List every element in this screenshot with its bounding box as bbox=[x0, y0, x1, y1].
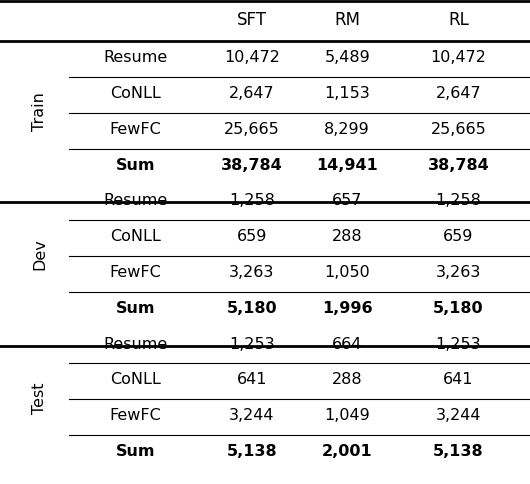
Text: CoNLL: CoNLL bbox=[110, 229, 161, 244]
Text: 1,253: 1,253 bbox=[436, 337, 481, 351]
Text: 641: 641 bbox=[236, 373, 267, 387]
Text: RM: RM bbox=[334, 11, 360, 29]
Text: 659: 659 bbox=[236, 229, 267, 244]
Text: 1,153: 1,153 bbox=[324, 86, 370, 101]
Text: 1,258: 1,258 bbox=[436, 194, 481, 208]
Text: 1,049: 1,049 bbox=[324, 408, 370, 423]
Text: 1,996: 1,996 bbox=[322, 301, 373, 316]
Text: RL: RL bbox=[448, 11, 469, 29]
Text: Sum: Sum bbox=[116, 158, 155, 172]
Text: 3,244: 3,244 bbox=[229, 408, 275, 423]
Text: 641: 641 bbox=[443, 373, 474, 387]
Text: 1,253: 1,253 bbox=[229, 337, 275, 351]
Text: 5,138: 5,138 bbox=[226, 444, 277, 459]
Text: 657: 657 bbox=[332, 194, 363, 208]
Text: 25,665: 25,665 bbox=[430, 122, 487, 136]
Text: 2,647: 2,647 bbox=[229, 86, 275, 101]
Text: CoNLL: CoNLL bbox=[110, 86, 161, 101]
Text: 2,647: 2,647 bbox=[436, 86, 481, 101]
Text: 664: 664 bbox=[332, 337, 363, 351]
Text: CoNLL: CoNLL bbox=[110, 373, 161, 387]
Text: FewFC: FewFC bbox=[109, 408, 161, 423]
Text: 10,472: 10,472 bbox=[430, 50, 487, 65]
Text: Sum: Sum bbox=[116, 301, 155, 316]
Text: 288: 288 bbox=[332, 373, 363, 387]
Text: 2,001: 2,001 bbox=[322, 444, 373, 459]
Text: Dev: Dev bbox=[32, 239, 47, 271]
Text: 14,941: 14,941 bbox=[316, 158, 378, 172]
Text: 38,784: 38,784 bbox=[221, 158, 282, 172]
Text: 1,050: 1,050 bbox=[324, 265, 370, 280]
Text: 659: 659 bbox=[443, 229, 474, 244]
Text: 5,489: 5,489 bbox=[324, 50, 370, 65]
Text: Train: Train bbox=[32, 92, 47, 131]
Text: 3,263: 3,263 bbox=[229, 265, 275, 280]
Text: 25,665: 25,665 bbox=[224, 122, 280, 136]
Text: Resume: Resume bbox=[103, 337, 167, 351]
Text: Test: Test bbox=[32, 382, 47, 414]
Text: 3,263: 3,263 bbox=[436, 265, 481, 280]
Text: Sum: Sum bbox=[116, 444, 155, 459]
Text: SFT: SFT bbox=[237, 11, 267, 29]
Text: 3,244: 3,244 bbox=[436, 408, 481, 423]
Text: 288: 288 bbox=[332, 229, 363, 244]
Text: FewFC: FewFC bbox=[109, 122, 161, 136]
Text: 38,784: 38,784 bbox=[428, 158, 489, 172]
Text: 1,258: 1,258 bbox=[229, 194, 275, 208]
Text: 8,299: 8,299 bbox=[324, 122, 370, 136]
Text: 5,138: 5,138 bbox=[433, 444, 484, 459]
Text: Resume: Resume bbox=[103, 194, 167, 208]
Text: 10,472: 10,472 bbox=[224, 50, 280, 65]
Text: Resume: Resume bbox=[103, 50, 167, 65]
Text: 5,180: 5,180 bbox=[226, 301, 277, 316]
Text: FewFC: FewFC bbox=[109, 265, 161, 280]
Text: 5,180: 5,180 bbox=[433, 301, 484, 316]
